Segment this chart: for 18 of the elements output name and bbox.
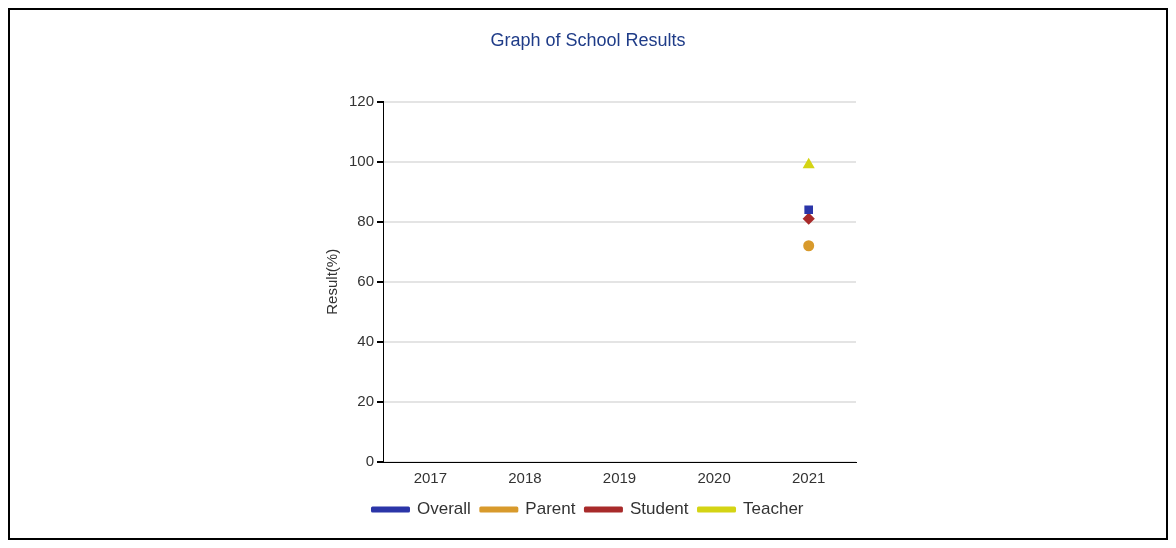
legend-label: Teacher xyxy=(743,499,804,519)
y-tick-label: 0 xyxy=(365,452,375,470)
x-tick-label: 2020 xyxy=(697,469,731,487)
legend-label: Student xyxy=(629,499,689,519)
y-tick-label: 120 xyxy=(349,91,375,109)
x-tick-label: 2021 xyxy=(792,469,826,487)
y-tick-label: 40 xyxy=(357,332,375,350)
y-tick-label: 100 xyxy=(349,151,375,169)
legend-label: Parent xyxy=(525,499,576,519)
x-tick-label: 2019 xyxy=(602,469,637,487)
x-tick-label: 2017 xyxy=(413,469,448,487)
legend-label: Overall xyxy=(416,499,471,519)
y-tick-label: 20 xyxy=(357,392,375,410)
y-tick-label: 80 xyxy=(357,211,375,229)
chart-title: Graph of School Results xyxy=(490,29,686,50)
y-tick-label: 60 xyxy=(357,271,375,289)
y-axis-title: Result(%) xyxy=(323,248,341,315)
x-tick-label: 2018 xyxy=(508,469,542,487)
